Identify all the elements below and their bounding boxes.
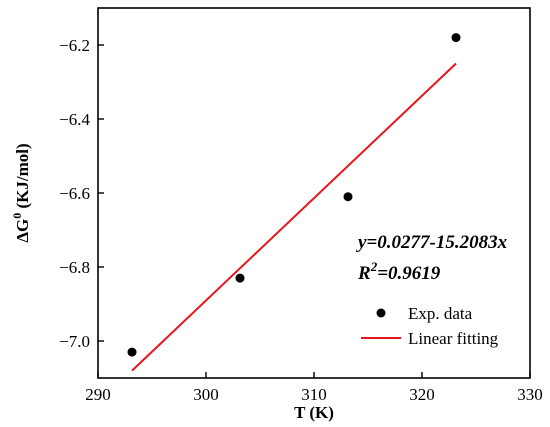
x-tick-label: 310 [301,385,327,404]
legend-marker-exp-data [376,308,386,318]
data-point [451,33,461,43]
y-tick-label: −6.8 [59,258,90,277]
legend: Exp. data Linear fitting [361,304,499,348]
plot-frame [97,7,531,379]
data-point [235,273,245,283]
y-tick-label: −6.4 [59,110,90,129]
fit-r-squared: R2=0.9619 [357,259,441,284]
legend-label-linear-fitting: Linear fitting [408,329,499,348]
x-tick-label: 330 [517,385,543,404]
y-axis-label: ΔG0 (KJ/mol) [10,143,32,242]
legend-label-exp-data: Exp. data [408,304,473,323]
x-tick-label: 300 [193,385,219,404]
fit-equation: y=0.0277-15.2083x [356,232,508,253]
y-tick-label: −7.0 [59,332,90,351]
y-tick-label: −6.2 [59,36,90,55]
x-axis-label: T (K) [294,403,334,422]
data-point [127,347,137,357]
y-tick-label: −6.6 [59,184,90,203]
x-tick-label: 290 [85,385,111,404]
fit-line [131,62,457,372]
x-tick-label: 320 [409,385,435,404]
marks [127,33,461,372]
data-point [343,192,353,202]
ticks: 290 300 310 320 330 −7.0 −6.8 −6.6 −6.4 −6.2 [59,36,543,404]
